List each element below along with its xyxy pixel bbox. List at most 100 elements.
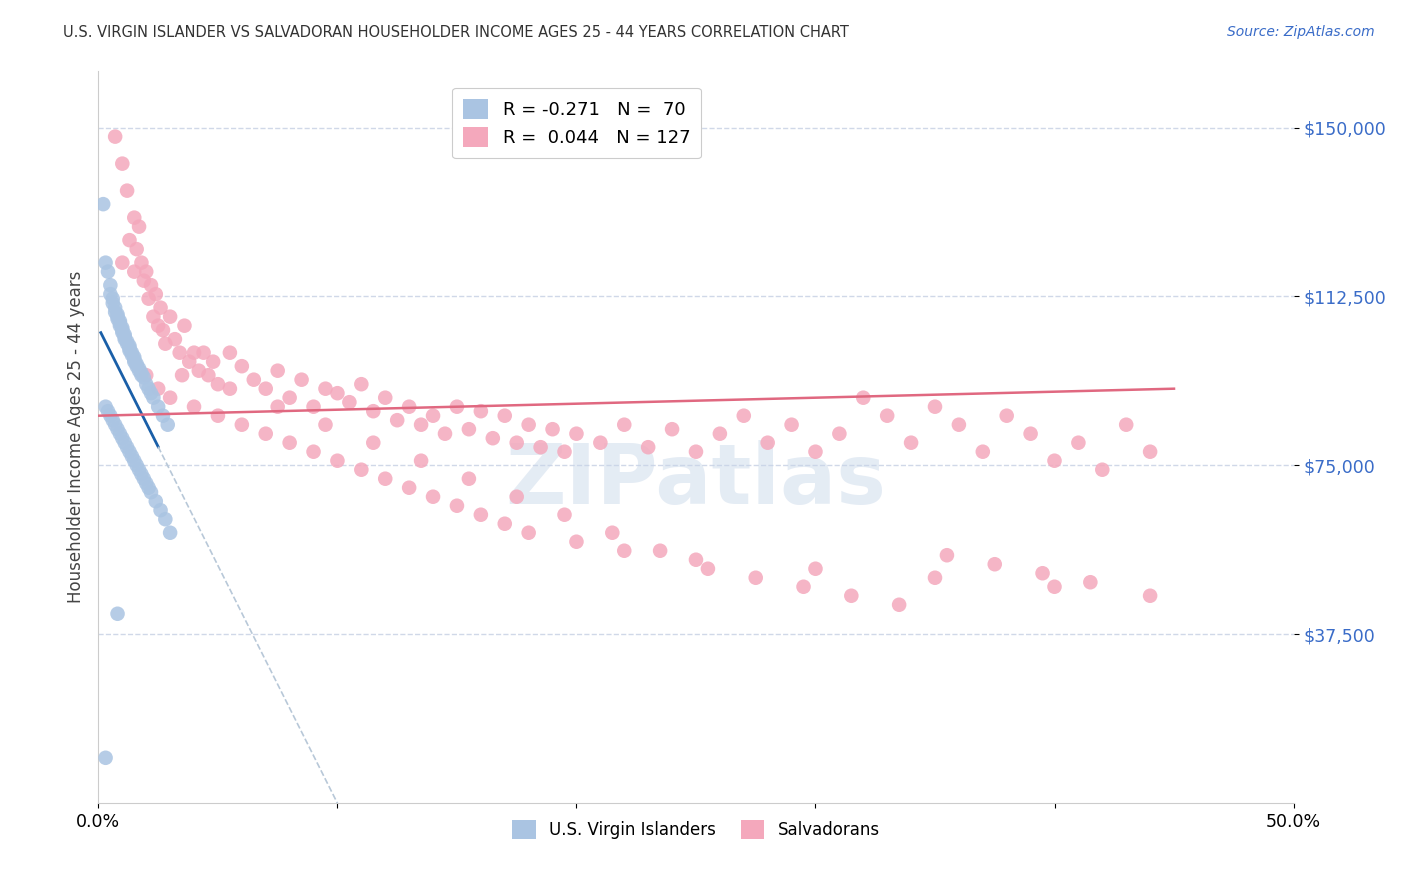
Point bbox=[98, 409, 122, 423]
Point bbox=[267, 400, 290, 414]
Point bbox=[135, 377, 157, 392]
Point bbox=[104, 305, 127, 319]
Point bbox=[876, 409, 898, 423]
Point bbox=[131, 467, 153, 482]
Point bbox=[91, 197, 114, 211]
Point bbox=[118, 343, 141, 358]
Point bbox=[302, 400, 325, 414]
Point bbox=[411, 453, 433, 467]
Point bbox=[152, 323, 174, 337]
Point bbox=[139, 485, 162, 500]
Point bbox=[142, 391, 165, 405]
Point bbox=[107, 307, 129, 321]
Point bbox=[804, 444, 827, 458]
Point bbox=[374, 472, 396, 486]
Point bbox=[231, 417, 253, 432]
Point bbox=[104, 301, 127, 315]
Point bbox=[804, 562, 827, 576]
Point bbox=[1067, 435, 1090, 450]
Point bbox=[131, 255, 153, 269]
Point bbox=[107, 422, 129, 436]
Point bbox=[124, 354, 146, 368]
Point bbox=[139, 386, 162, 401]
Text: Source: ZipAtlas.com: Source: ZipAtlas.com bbox=[1227, 25, 1375, 39]
Point bbox=[243, 373, 266, 387]
Point bbox=[411, 417, 433, 432]
Point bbox=[156, 417, 179, 432]
Point bbox=[219, 382, 242, 396]
Point bbox=[780, 417, 803, 432]
Point bbox=[107, 607, 129, 621]
Point bbox=[494, 409, 516, 423]
Point bbox=[155, 512, 177, 526]
Point bbox=[101, 296, 124, 310]
Point bbox=[458, 472, 481, 486]
Point bbox=[1139, 444, 1161, 458]
Point bbox=[155, 336, 177, 351]
Point bbox=[111, 255, 134, 269]
Point bbox=[111, 326, 134, 340]
Point bbox=[169, 345, 191, 359]
Point bbox=[231, 359, 253, 374]
Point bbox=[183, 345, 205, 359]
Point bbox=[107, 312, 129, 326]
Point bbox=[131, 366, 153, 380]
Point bbox=[565, 534, 588, 549]
Point bbox=[363, 404, 385, 418]
Point bbox=[124, 352, 146, 367]
Point bbox=[104, 417, 127, 432]
Point bbox=[124, 453, 146, 467]
Point bbox=[697, 562, 720, 576]
Point bbox=[148, 318, 170, 333]
Point bbox=[685, 444, 707, 458]
Point bbox=[118, 444, 141, 458]
Point bbox=[841, 589, 863, 603]
Point bbox=[125, 359, 148, 374]
Point bbox=[350, 377, 373, 392]
Point bbox=[139, 278, 162, 293]
Point bbox=[661, 422, 683, 436]
Point bbox=[924, 571, 946, 585]
Point bbox=[108, 426, 131, 441]
Point bbox=[470, 404, 492, 418]
Point bbox=[172, 368, 194, 383]
Point bbox=[107, 310, 129, 324]
Point bbox=[733, 409, 755, 423]
Point bbox=[984, 558, 1007, 572]
Point bbox=[374, 391, 396, 405]
Point bbox=[685, 553, 707, 567]
Point bbox=[278, 435, 301, 450]
Point bbox=[350, 463, 373, 477]
Point bbox=[94, 400, 117, 414]
Point bbox=[254, 426, 277, 441]
Point bbox=[506, 435, 529, 450]
Point bbox=[121, 449, 143, 463]
Text: ZIPatlas: ZIPatlas bbox=[506, 441, 886, 522]
Point bbox=[115, 440, 138, 454]
Point bbox=[114, 327, 136, 342]
Point bbox=[506, 490, 529, 504]
Point bbox=[101, 413, 124, 427]
Point bbox=[145, 287, 167, 301]
Point bbox=[207, 377, 229, 392]
Point bbox=[125, 458, 148, 473]
Point bbox=[278, 391, 301, 405]
Point bbox=[793, 580, 815, 594]
Point bbox=[1019, 426, 1042, 441]
Point bbox=[152, 409, 174, 423]
Point bbox=[173, 318, 195, 333]
Point bbox=[1091, 463, 1114, 477]
Point bbox=[254, 382, 277, 396]
Point bbox=[315, 417, 337, 432]
Point bbox=[398, 400, 420, 414]
Point bbox=[115, 334, 138, 349]
Point bbox=[995, 409, 1018, 423]
Point bbox=[118, 339, 141, 353]
Point bbox=[1080, 575, 1102, 590]
Point bbox=[363, 435, 385, 450]
Point bbox=[202, 354, 225, 368]
Point bbox=[163, 332, 186, 346]
Point bbox=[121, 345, 143, 359]
Point bbox=[149, 503, 172, 517]
Point bbox=[124, 211, 146, 225]
